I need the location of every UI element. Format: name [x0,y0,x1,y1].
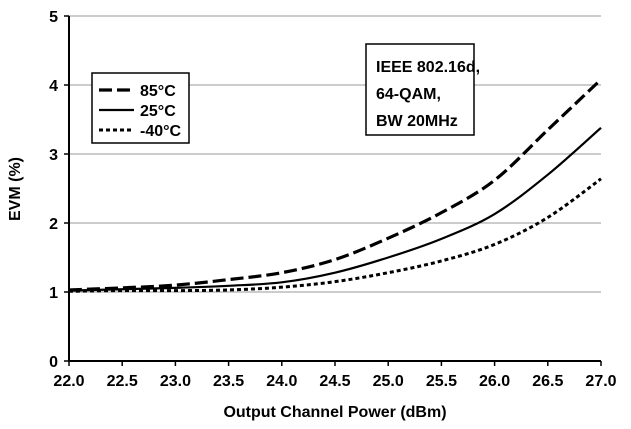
series-line-1 [68,126,602,292]
series-lines [68,78,603,293]
gridlines [69,15,601,293]
annotation-box: IEEE 802.16d, 64-QAM, BW 20MHz [365,43,480,136]
x-tick-label: 25.5 [426,373,457,390]
y-tick-label: 1 [49,285,58,302]
x-tick-labels: 22.0 22.5 23.0 23.5 24.0 24.5 25.0 25.5 26.0 26.5… [53,361,617,390]
series-line-2 [68,177,602,293]
y-tick-label: 0 [49,354,58,371]
y-tick-label: 2 [49,216,58,233]
legend-label-0: 85°C [140,83,176,100]
x-tick-label: 26.0 [479,373,510,390]
x-tick-label: 24.0 [266,373,297,390]
axes [68,16,601,362]
y-tick-labels: 0 1 2 3 4 5 [49,9,69,371]
y-tick-label: 5 [49,9,58,26]
x-tick-label: 24.5 [319,373,350,390]
x-tick-label: 25.0 [373,373,404,390]
y-tick-label: 3 [49,147,58,164]
x-tick-label: 23.0 [160,373,191,390]
y-tick-label: 4 [49,78,58,95]
annotation-line-1: IEEE 802.16d, [376,59,480,76]
legend: 85°C 25°C -40°C [91,72,190,144]
annotation-frame [365,43,475,136]
x-tick-label: 23.5 [213,373,244,390]
annotation-line-3: BW 20MHz [376,113,458,130]
x-tick-label: 27.0 [585,373,616,390]
x-tick-label: 22.5 [107,373,138,390]
legend-label-2: -40°C [140,123,182,140]
x-axis-title: Output Channel Power (dBm) [223,404,446,421]
annotation-line-2: 64-QAM, [376,86,441,103]
series-line-0 [68,78,603,292]
x-tick-label: 26.5 [532,373,563,390]
legend-label-1: 25°C [140,103,176,120]
x-tick-label: 22.0 [53,373,84,390]
y-axis-title: EVM (%) [7,157,24,221]
